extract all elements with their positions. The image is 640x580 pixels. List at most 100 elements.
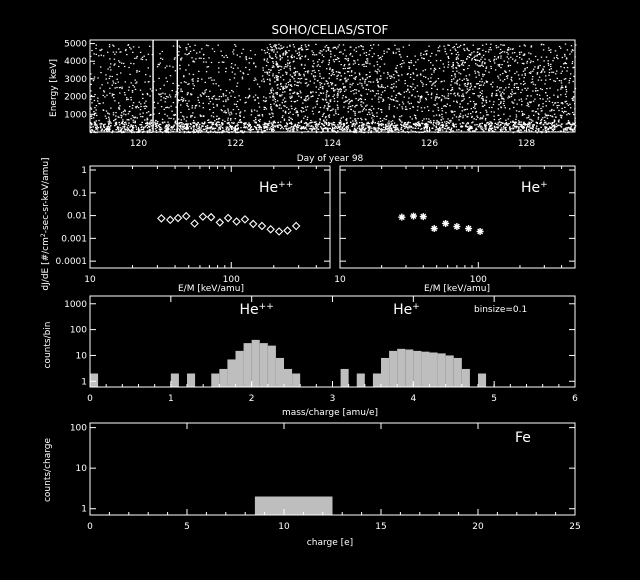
p1-point xyxy=(118,107,120,109)
p1-point xyxy=(464,109,467,111)
p1-point xyxy=(548,47,550,49)
p1-point xyxy=(283,97,286,99)
p1-point xyxy=(369,75,371,77)
p1-point xyxy=(302,102,304,104)
p1-point xyxy=(149,113,152,116)
p1-point xyxy=(160,99,162,101)
p1-point xyxy=(135,82,137,84)
p1-point xyxy=(409,62,411,64)
p1-point xyxy=(289,122,292,124)
p1-point xyxy=(322,114,324,116)
p1-point xyxy=(199,128,201,130)
p1-point xyxy=(498,119,500,121)
p1-point xyxy=(402,46,405,48)
p1-point xyxy=(551,116,554,118)
p1-point xyxy=(425,125,428,127)
p1-point xyxy=(490,65,492,68)
p1-point xyxy=(317,61,319,63)
p1-point xyxy=(312,60,314,62)
p4-bar xyxy=(243,343,252,387)
p1-point xyxy=(138,70,141,72)
p1-point xyxy=(502,80,504,82)
p5-xtick-label: 0 xyxy=(87,522,93,532)
p1-point xyxy=(443,66,445,68)
p2-xtick-label: 10 xyxy=(84,275,96,285)
p1-point xyxy=(546,95,548,97)
p1-point xyxy=(131,107,134,109)
p1-point xyxy=(106,127,108,129)
p1-point xyxy=(187,130,190,132)
p1-point xyxy=(263,96,265,98)
p1-point xyxy=(146,123,149,125)
p1-point xyxy=(278,69,280,71)
p1-point xyxy=(326,68,328,70)
p1-point xyxy=(479,123,481,125)
p1-point xyxy=(269,55,271,57)
p1-point xyxy=(223,61,225,63)
p1-point xyxy=(131,90,134,92)
p1-point xyxy=(293,125,296,127)
p1-point xyxy=(450,128,452,130)
p1-point xyxy=(497,89,499,91)
p1-point xyxy=(140,124,143,126)
p1-point xyxy=(130,96,132,99)
p1-point xyxy=(165,77,167,79)
p1-point xyxy=(362,48,364,50)
p1-point xyxy=(342,125,345,127)
p1-point xyxy=(166,129,168,131)
p1-point xyxy=(462,60,464,62)
p1-point xyxy=(272,126,274,128)
p1-point xyxy=(315,126,317,128)
p1-point xyxy=(191,115,193,117)
p1-point xyxy=(136,71,138,73)
p1-point xyxy=(489,47,491,49)
p1-point xyxy=(209,90,211,92)
p2-ytick-label: 0.001 xyxy=(61,234,87,244)
p1-point xyxy=(462,95,465,98)
p1-point xyxy=(543,66,545,68)
p1-point xyxy=(361,124,363,126)
p1-point xyxy=(454,48,456,50)
p1-point xyxy=(515,114,518,116)
p1-point xyxy=(434,68,437,70)
p1-point xyxy=(292,113,294,115)
p1-point xyxy=(266,125,269,127)
p1-point xyxy=(517,86,519,89)
p1-point xyxy=(385,123,387,126)
p1-point xyxy=(110,122,112,124)
p1-point xyxy=(364,98,366,101)
p4-peak-label-he1: He+ xyxy=(393,302,420,318)
p1-point xyxy=(342,95,344,97)
p1-point xyxy=(455,116,458,118)
p1-point xyxy=(311,128,313,130)
p1-point xyxy=(321,98,324,100)
p1-point xyxy=(311,129,313,132)
p1-point xyxy=(342,129,344,131)
p1-point xyxy=(378,123,380,125)
p1-point xyxy=(565,89,567,91)
p1-point xyxy=(91,102,93,104)
p1-point xyxy=(381,91,384,93)
p1-point xyxy=(488,123,490,126)
p1-point xyxy=(497,122,499,124)
p1-point xyxy=(281,102,283,104)
p1-point xyxy=(241,76,244,78)
p1-point xyxy=(391,122,393,125)
p1-point xyxy=(553,124,556,126)
p1-point xyxy=(399,119,401,121)
p1-point xyxy=(390,124,392,126)
p1-point xyxy=(474,70,476,72)
p1-point xyxy=(328,102,330,104)
p1-point xyxy=(358,130,361,132)
p1-point xyxy=(462,89,464,91)
p1-point xyxy=(565,111,567,113)
p1-point xyxy=(521,110,523,113)
p1-point xyxy=(328,59,330,61)
p1-point xyxy=(542,124,545,126)
p1-point xyxy=(519,53,521,55)
p1-point xyxy=(168,117,170,119)
p1-point xyxy=(264,125,266,127)
p1-point xyxy=(353,122,355,125)
p1-point xyxy=(368,129,370,131)
p1-point xyxy=(416,75,418,77)
